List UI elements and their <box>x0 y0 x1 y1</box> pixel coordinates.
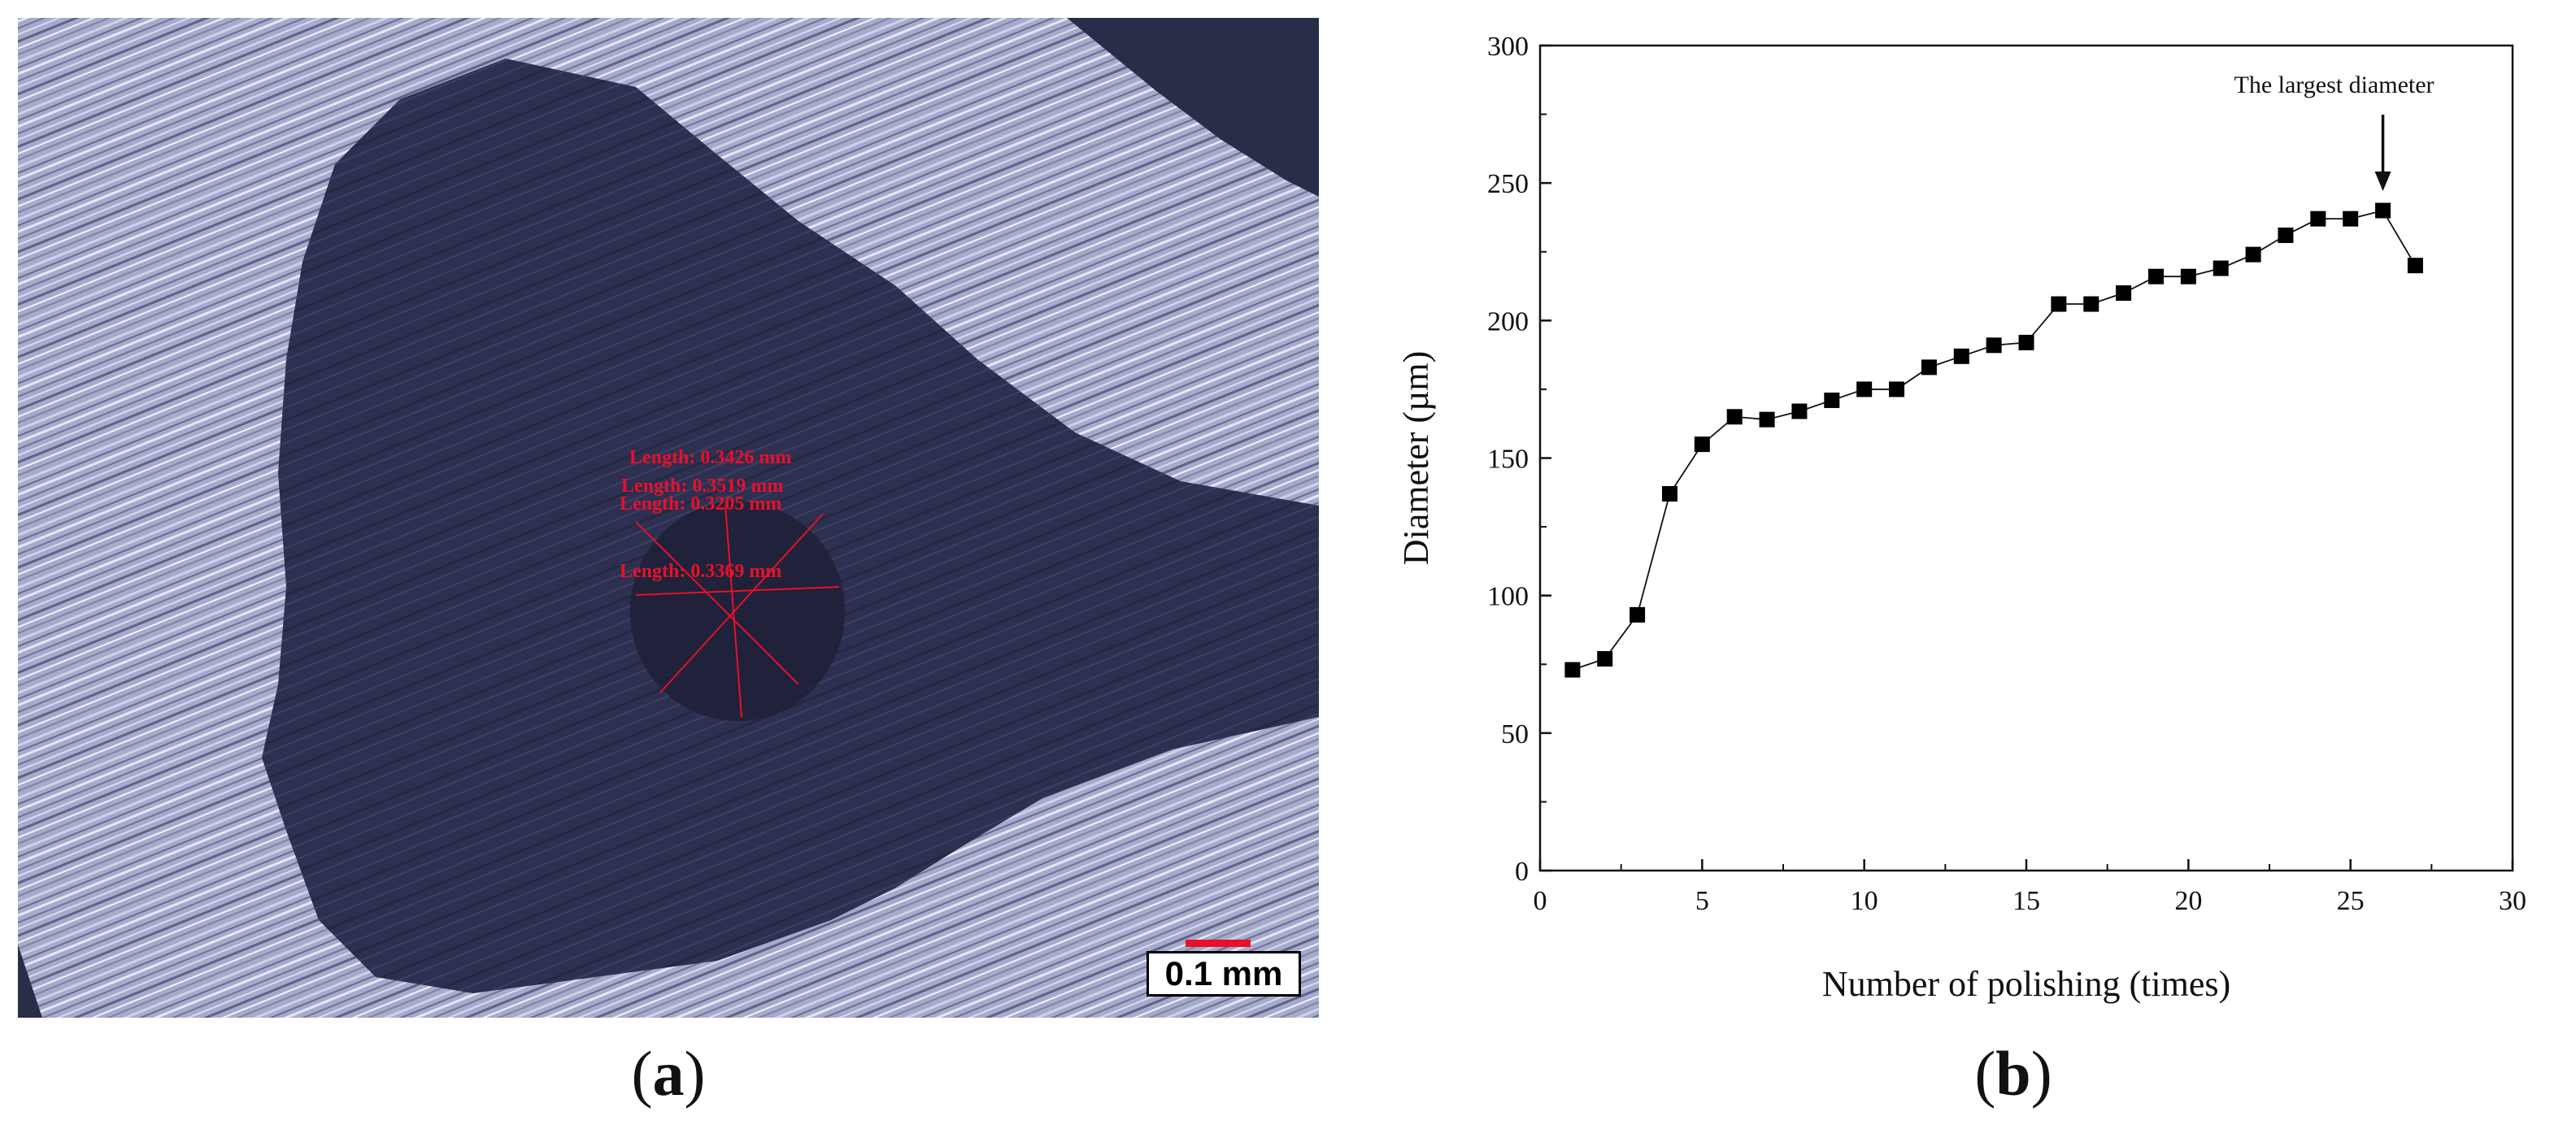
data-point-marker <box>1726 409 1743 425</box>
data-point-marker <box>1759 411 1775 428</box>
panel-a-caption: (a) <box>587 1037 750 1110</box>
data-point-marker <box>1694 437 1710 453</box>
data-point-marker <box>2375 202 2391 219</box>
x-tick-label: 20 <box>2174 886 2202 916</box>
caption-a-close: ) <box>684 1038 706 1109</box>
y-tick-label: 250 <box>1487 169 1529 199</box>
data-point-marker <box>2245 246 2261 263</box>
dark-corner-top-right <box>1067 18 1319 197</box>
data-point-marker <box>2147 268 2164 284</box>
data-point-marker <box>2343 211 2359 227</box>
plot-frame <box>1538 44 2514 872</box>
scale-label: 0.1 mm <box>1147 951 1301 997</box>
data-point-marker <box>2018 334 2034 350</box>
data-point-marker <box>2051 296 2067 312</box>
measurement-label-4: Length: 0.3369 mm <box>620 561 781 582</box>
data-point-marker <box>1986 337 2002 354</box>
circular-crater <box>630 502 845 721</box>
data-point-marker <box>2310 211 2326 227</box>
data-point-marker <box>2180 268 2196 284</box>
y-tick-label: 150 <box>1487 445 1529 475</box>
data-point-marker <box>1921 359 1937 376</box>
data-point-marker <box>1889 381 1905 397</box>
x-tick-label: 15 <box>2012 886 2040 916</box>
caption-b-close: ) <box>2030 1038 2052 1109</box>
data-point-marker <box>1791 403 1808 419</box>
measurement-lines <box>635 505 840 718</box>
dark-corner-bottom-left <box>18 945 42 1018</box>
data-point-marker <box>2213 260 2229 276</box>
x-tick-label: 30 <box>2499 886 2526 916</box>
y-tick-label: 100 <box>1487 582 1529 612</box>
data-point-marker <box>2407 258 2423 274</box>
y-axis-label: Diameter (µm) <box>1396 351 1436 566</box>
y-tick-label: 300 <box>1487 32 1529 62</box>
annotation-arrow-head <box>2374 172 2391 191</box>
data-point-marker <box>2278 227 2294 243</box>
data-point-marker <box>1564 662 1581 678</box>
data-point-marker <box>1953 348 1969 364</box>
measurement-label-1: Length: 0.3426 mm <box>629 447 791 468</box>
series-markers <box>1564 202 2423 678</box>
measurement-label-2: Length: 0.3519 mm <box>621 476 783 497</box>
data-point-marker <box>1824 392 1840 408</box>
caption-a-open: ( <box>631 1038 653 1109</box>
x-tick-label: 0 <box>1534 886 1547 916</box>
data-point-marker <box>1597 650 1613 667</box>
micrograph-panel: Length: 0.3426 mm Length: 0.3519 mm Leng… <box>18 18 1319 1018</box>
y-tick-label: 0 <box>1515 857 1529 887</box>
data-point-marker <box>2116 285 2132 301</box>
y-tick-label: 200 <box>1487 306 1529 337</box>
caption-b-letter: b <box>1995 1038 2031 1109</box>
x-tick-label: 25 <box>2337 886 2365 916</box>
caption-a-letter: a <box>652 1038 685 1109</box>
x-tick-label: 10 <box>1851 886 1878 916</box>
x-tick-label: 5 <box>1695 886 1709 916</box>
annotation-text: The largest diameter <box>2234 72 2435 98</box>
y-tick-label: 50 <box>1501 719 1529 749</box>
data-point-marker <box>1630 606 1646 623</box>
scale-bar <box>1186 940 1251 947</box>
data-point-marker <box>1661 485 1677 502</box>
micrograph-image: Length: 0.3426 mm Length: 0.3519 mm Leng… <box>18 18 1319 1018</box>
measurement-label-3: Length: 0.3205 mm <box>620 493 781 515</box>
panel-b-caption: (b) <box>1932 1037 2095 1110</box>
x-axis-label: Number of polishing (times) <box>1822 964 2230 1004</box>
data-point-marker <box>1856 381 1873 397</box>
annotation: The largest diameter <box>2234 72 2435 191</box>
caption-b-open: ( <box>1974 1038 1996 1109</box>
data-point-marker <box>2083 296 2100 312</box>
